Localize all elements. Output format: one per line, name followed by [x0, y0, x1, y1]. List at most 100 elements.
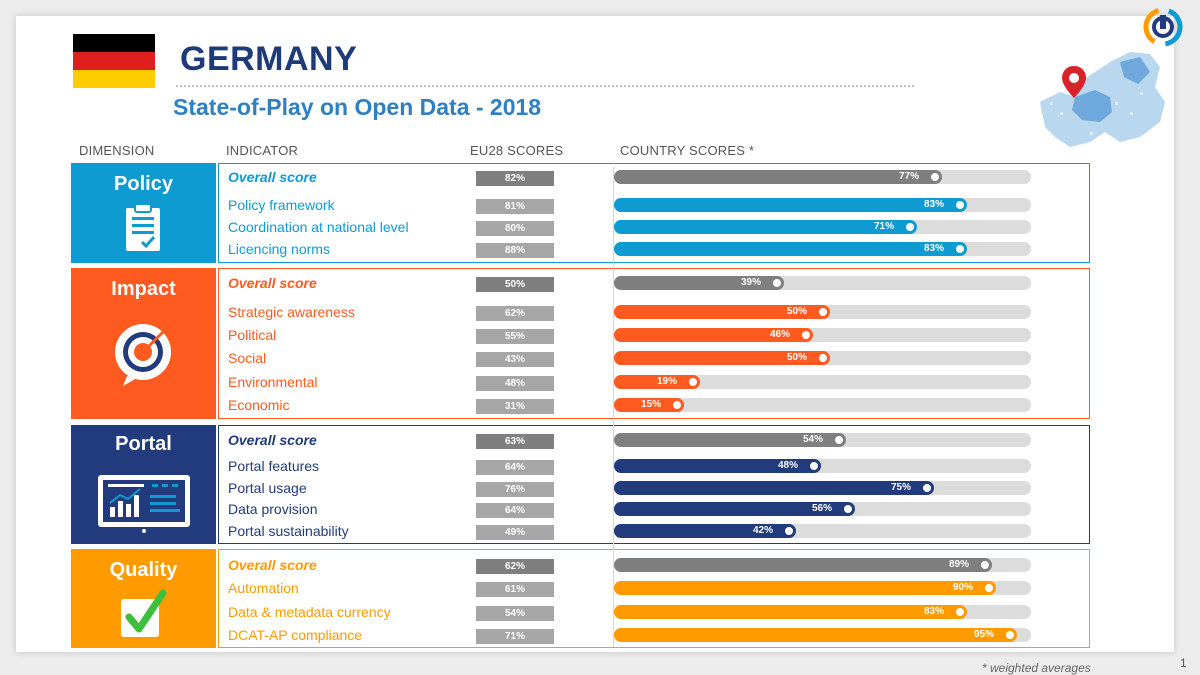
indicator-label: Overall score — [228, 432, 317, 448]
country-score-marker — [686, 375, 700, 389]
eu28-score-badge: 63% — [476, 434, 554, 449]
country-score-bar — [614, 276, 777, 290]
country-score-marker — [978, 558, 992, 572]
country-score-marker — [782, 524, 796, 538]
country-score-marker — [982, 581, 996, 595]
country-score-label: 19% — [656, 376, 677, 387]
footnote: * weighted averages — [982, 661, 1091, 675]
country-score-track: 56% — [614, 502, 1031, 516]
germany-flag-icon — [73, 34, 155, 88]
country-score-bar — [614, 502, 848, 516]
eu28-score-badge: 64% — [476, 460, 554, 475]
country-score-marker — [1003, 628, 1017, 642]
country-score-label: 71% — [873, 221, 894, 232]
monitor-chart-icon — [98, 475, 190, 533]
country-score-label: 56% — [811, 503, 832, 514]
column-header-indicator: INDICATOR — [226, 143, 299, 158]
country-score-bar — [614, 328, 806, 342]
dimension-title-portal: Portal — [115, 433, 172, 455]
eu28-score-badge: 50% — [476, 277, 554, 292]
dimension-impact: Impact — [71, 268, 216, 419]
eu28-score-badge: 61% — [476, 582, 554, 597]
country-score-marker — [920, 481, 934, 495]
checkbox-tick-icon — [121, 589, 167, 637]
eu28-score-badge: 82% — [476, 171, 554, 186]
indicator-label: Automation — [228, 580, 299, 596]
country-score-marker — [807, 459, 821, 473]
indicator-label: Economic — [228, 397, 290, 413]
country-score-track: 50% — [614, 305, 1031, 319]
country-score-marker — [953, 242, 967, 256]
indicator-label: DCAT-AP compliance — [228, 627, 363, 643]
country-score-marker — [770, 276, 784, 290]
country-score-track: 89% — [614, 558, 1031, 572]
indicator-label: Portal features — [228, 458, 320, 474]
open-data-logo — [1143, 7, 1183, 47]
country-score-marker — [816, 351, 830, 365]
country-score-label: 83% — [923, 199, 944, 210]
indicator-label: Data provision — [228, 501, 318, 517]
country-score-bar — [614, 375, 693, 389]
country-score-marker — [832, 433, 846, 447]
country-score-bar — [614, 581, 989, 595]
country-score-track: 48% — [614, 459, 1031, 473]
indicator-label: Policy framework — [228, 197, 335, 213]
country-score-label: 75% — [890, 482, 911, 493]
eu28-score-badge: 31% — [476, 399, 554, 414]
eu28-score-badge: 55% — [476, 329, 554, 344]
country-score-track: 50% — [614, 351, 1031, 365]
location-pin-icon — [1062, 66, 1086, 98]
country-score-bar — [614, 524, 789, 538]
bar-area-separator — [613, 167, 614, 647]
country-score-bar — [614, 351, 823, 365]
country-score-marker — [816, 305, 830, 319]
country-score-label: 90% — [952, 582, 973, 593]
clipboard-check-icon — [126, 203, 160, 251]
country-score-bar — [614, 433, 839, 447]
column-header-dimension: DIMENSION — [79, 143, 155, 158]
country-score-marker — [670, 398, 684, 412]
country-score-bar — [614, 481, 927, 495]
country-score-track: 90% — [614, 581, 1031, 595]
country-score-track: 95% — [614, 628, 1031, 642]
panel-quality — [218, 549, 1090, 648]
country-score-track: 19% — [614, 375, 1031, 389]
country-score-track: 83% — [614, 242, 1031, 256]
eu28-score-badge: 48% — [476, 376, 554, 391]
country-score-track: 83% — [614, 605, 1031, 619]
country-score-label: 54% — [802, 434, 823, 445]
country-score-bar — [614, 242, 960, 256]
column-header-eu28: EU28 SCORES — [470, 143, 564, 158]
country-score-track: 46% — [614, 328, 1031, 342]
page-subtitle: State-of-Play on Open Data - 2018 — [173, 94, 542, 120]
country-score-label: 46% — [769, 329, 790, 340]
eu28-score-badge: 76% — [476, 482, 554, 497]
indicator-label: Data & metadata currency — [228, 604, 391, 620]
country-score-label: 89% — [948, 559, 969, 570]
country-score-bar — [614, 558, 985, 572]
indicator-label: Overall score — [228, 169, 317, 185]
country-score-bar — [614, 628, 1010, 642]
country-score-track: 15% — [614, 398, 1031, 412]
dimension-portal: Portal — [71, 425, 216, 544]
eu28-score-badge: 49% — [476, 525, 554, 540]
dimension-title-impact: Impact — [111, 278, 176, 300]
indicator-label: Strategic awareness — [228, 304, 355, 320]
europe-map-pin-icon — [1040, 52, 1165, 147]
dimension-title-quality: Quality — [109, 559, 178, 581]
title-divider — [176, 85, 914, 87]
eu28-score-badge: 43% — [476, 352, 554, 367]
eu28-score-badge: 71% — [476, 629, 554, 644]
eu28-score-badge: 62% — [476, 306, 554, 321]
country-score-label: 95% — [973, 629, 994, 640]
country-score-label: 50% — [786, 306, 807, 317]
country-score-marker — [799, 328, 813, 342]
panel-policy — [218, 163, 1090, 263]
eu28-score-badge: 81% — [476, 199, 554, 214]
country-score-track: 77% — [614, 170, 1031, 184]
country-score-marker — [841, 502, 855, 516]
country-score-track: 71% — [614, 220, 1031, 234]
country-score-marker — [928, 170, 942, 184]
target-arrow-icon — [115, 324, 171, 386]
country-score-bar — [614, 605, 960, 619]
